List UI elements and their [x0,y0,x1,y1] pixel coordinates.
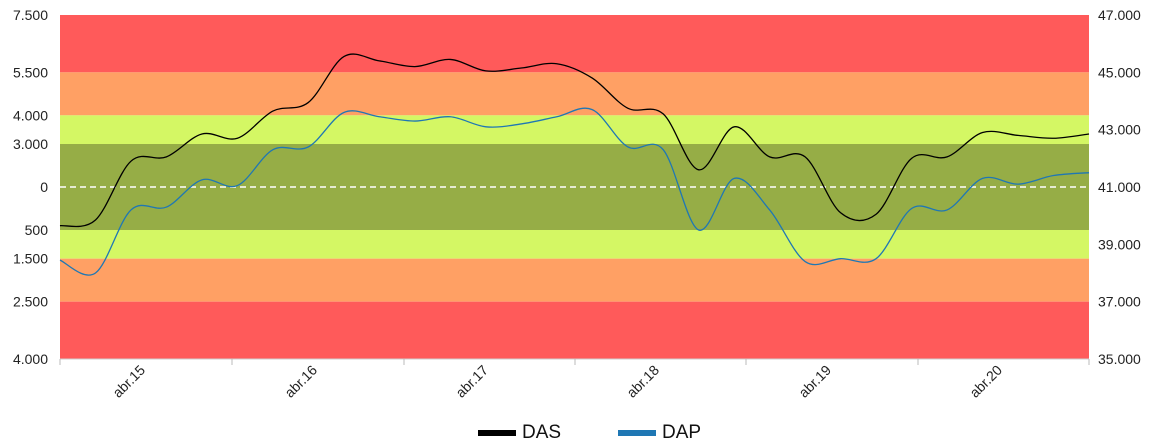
left-tick-label-0: 7.500 [13,7,48,23]
legend-swatch-das [478,430,516,436]
legend-label-das: DAS [522,422,562,443]
x-tick-label-1: abr.16 [281,362,320,401]
zone-band-4 [60,230,1089,259]
zone-band-1 [60,72,1089,116]
series-line-das [59,53,1090,228]
left-axis: 7.500 5.500 4.000 3.000 0 500 1.500 2.500 4.000 [13,7,48,367]
left-tick-label-8: 4.000 [13,351,48,367]
x-tick-label-2: abr.17 [452,362,491,401]
left-tick-label-5: 500 [25,222,49,238]
series-line-dap [59,107,1090,276]
x-tick-label-5: abr.20 [966,362,1005,401]
zone-bands [60,15,1089,359]
right-tick-label-6: 35.000 [1098,351,1141,367]
right-axis: 47.000 45.000 43.000 41.000 39.000 37.000 35.0… [1098,7,1141,367]
zone-band-6 [60,301,1089,359]
right-tick-label-4: 39.000 [1098,236,1141,252]
right-tick-label-5: 37.000 [1098,294,1141,310]
right-tick-label-3: 41.000 [1098,179,1141,195]
chart: 7.5005.5004.0003.00005001.5002.5004.000 … [13,7,1141,401]
right-tick-label-0: 47.000 [1098,7,1141,23]
zone-band-2 [60,115,1089,144]
zone-band-0 [60,15,1089,73]
legend: DAS DAP [0,422,1155,444]
zone-band-5 [60,258,1089,302]
left-tick-label-4: 0 [40,179,48,195]
legend-item-dap: DAP [618,422,701,444]
legend-item-das: DAS [478,422,561,444]
series-lines [59,53,1090,276]
right-tick-label-1: 45.000 [1098,64,1141,80]
left-tick-label-3: 3.000 [13,136,48,152]
left-tick-label-7: 2.500 [13,294,48,310]
x-tick-label-0: abr.15 [109,362,148,401]
left-tick-label-1: 5.500 [13,64,48,80]
x-tick-label-4: abr.19 [795,362,834,401]
x-axis-ticks [59,358,1090,365]
left-tick-label-6: 1.500 [13,251,48,267]
x-axis-labels: abr.15 abr.16 abr.17 abr.18 abr.19 abr.20 [109,362,1005,401]
right-tick-label-2: 43.000 [1098,122,1141,138]
x-tick-label-3: abr.18 [623,362,662,401]
left-tick-label-2: 4.000 [13,107,48,123]
legend-label-dap: DAP [662,422,702,443]
legend-swatch-dap [618,430,656,436]
